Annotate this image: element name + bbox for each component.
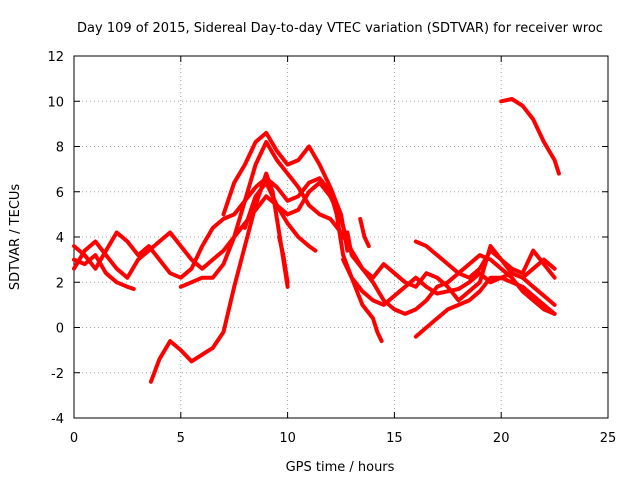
chart-title: Day 109 of 2015, Sidereal Day-to-day VTE…	[77, 21, 603, 36]
x-axis: 0 5 10 15 20 25	[70, 56, 616, 446]
x-tick-label: 10	[279, 431, 296, 446]
y-tick-label: 6	[56, 186, 64, 201]
series-track-4	[148, 171, 290, 384]
y-tick-label: 12	[47, 50, 64, 65]
y-tick-label: 8	[56, 141, 64, 156]
series-track-5	[178, 140, 557, 316]
x-tick-label: 25	[600, 431, 617, 446]
y-tick-label: 4	[56, 231, 64, 246]
y-tick-label: -2	[51, 367, 64, 382]
y-tick-label: 2	[56, 276, 64, 291]
x-tick-label: 15	[386, 431, 403, 446]
series-track-11	[358, 216, 371, 249]
series-track-1	[72, 176, 557, 307]
y-tick-label: 10	[47, 95, 64, 110]
plot-area	[72, 97, 561, 384]
series-track-10	[341, 257, 384, 344]
series-track-7	[242, 180, 350, 244]
grid	[74, 56, 608, 418]
x-tick-label: 5	[177, 431, 185, 446]
y-tick-label: -4	[51, 412, 64, 427]
series-track-14	[499, 97, 561, 176]
series-track-13	[413, 239, 557, 280]
series-track-12	[413, 275, 557, 339]
x-tick-label: 0	[70, 431, 78, 446]
x-axis-label: GPS time / hours	[286, 460, 395, 475]
y-tick-label: 0	[56, 322, 64, 337]
series-track-6	[221, 130, 350, 253]
y-axis-label: SDTVAR / TECUs	[8, 184, 23, 291]
y-axis: -4 -2 0 2 4 6 8 10 12	[47, 50, 608, 427]
x-tick-label: 20	[493, 431, 510, 446]
series-track-3	[72, 253, 136, 291]
series-track-8	[277, 235, 290, 285]
series-track-9	[345, 230, 557, 303]
